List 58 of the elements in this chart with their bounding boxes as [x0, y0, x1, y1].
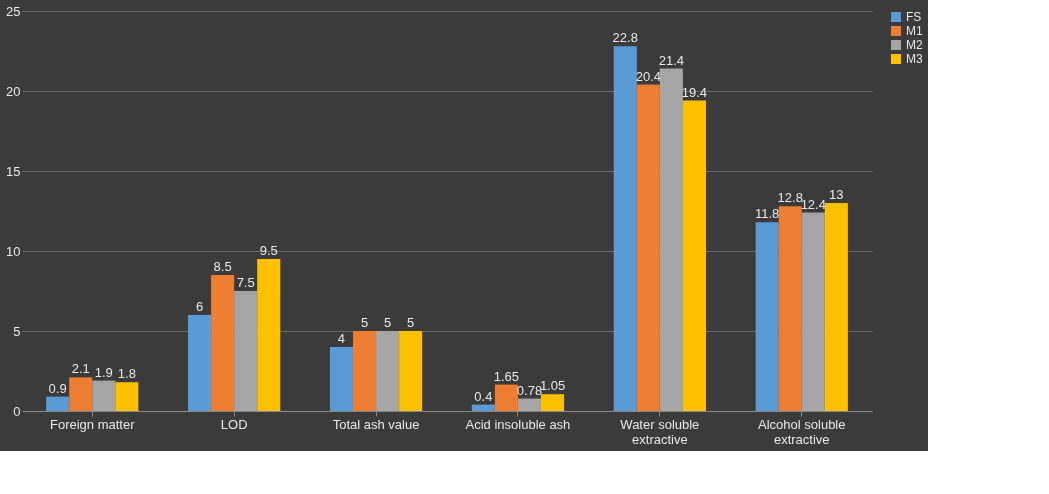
y-tick-label: 10	[6, 243, 21, 259]
data-label: 6	[195, 299, 204, 314]
legend-label: FS	[906, 10, 922, 24]
bar	[234, 291, 258, 411]
bar	[211, 275, 235, 411]
x-tick-label: Water soluble extractive	[620, 416, 700, 447]
bar	[257, 259, 281, 411]
bar	[801, 212, 825, 411]
data-label: 5	[383, 315, 392, 330]
x-tick-label: Acid insoluble ash	[465, 416, 571, 432]
legend-label: M2	[906, 38, 923, 52]
y-tick-label: 5	[13, 323, 21, 339]
bar	[824, 203, 848, 411]
bar	[755, 222, 779, 411]
y-tick-label: 0	[13, 403, 21, 419]
bar	[376, 331, 400, 411]
bar	[352, 331, 377, 411]
bar	[636, 84, 660, 411]
x-tick-label: Foreign matter	[49, 416, 136, 432]
bar	[682, 100, 706, 411]
data-label: 13	[829, 187, 844, 202]
bar	[46, 396, 70, 411]
bar	[471, 404, 495, 411]
x-tick-label: Alcohol soluble extractive	[758, 416, 846, 447]
data-label: 11.8	[755, 206, 780, 222]
data-label: 21.4	[658, 52, 685, 68]
bar	[92, 380, 116, 411]
y-tick-label: 25	[6, 3, 21, 19]
legend-label: M1	[906, 24, 923, 38]
bar	[613, 46, 637, 411]
legend-label: M3	[906, 52, 923, 66]
bar	[329, 347, 353, 411]
data-label: 1.8	[117, 366, 136, 382]
data-label: 1.9	[94, 364, 113, 380]
x-tick-label: Total ash value	[332, 416, 420, 432]
data-label: 1.65	[493, 368, 520, 384]
data-label: 8.5	[213, 259, 232, 274]
data-label: 4	[337, 331, 346, 346]
bar	[494, 384, 518, 411]
data-label: 5	[360, 315, 369, 330]
bar	[659, 68, 683, 411]
bar	[517, 398, 542, 411]
y-tick-label: 15	[6, 163, 21, 179]
data-label: 9.5	[259, 243, 278, 258]
bar	[115, 382, 139, 411]
bar	[778, 206, 802, 411]
x-tick-label: LOD	[220, 416, 248, 432]
data-label: 0.4	[474, 388, 493, 404]
bar	[541, 394, 565, 411]
data-label: 0.9	[48, 380, 67, 396]
bar	[188, 315, 212, 411]
bar	[69, 377, 93, 411]
data-label: 2.1	[71, 361, 90, 377]
bar	[399, 331, 423, 411]
data-label: 7.5	[236, 275, 255, 290]
data-label: 22.8	[612, 30, 638, 46]
y-tick-label: 20	[6, 83, 21, 99]
data-label: 5	[407, 315, 415, 330]
